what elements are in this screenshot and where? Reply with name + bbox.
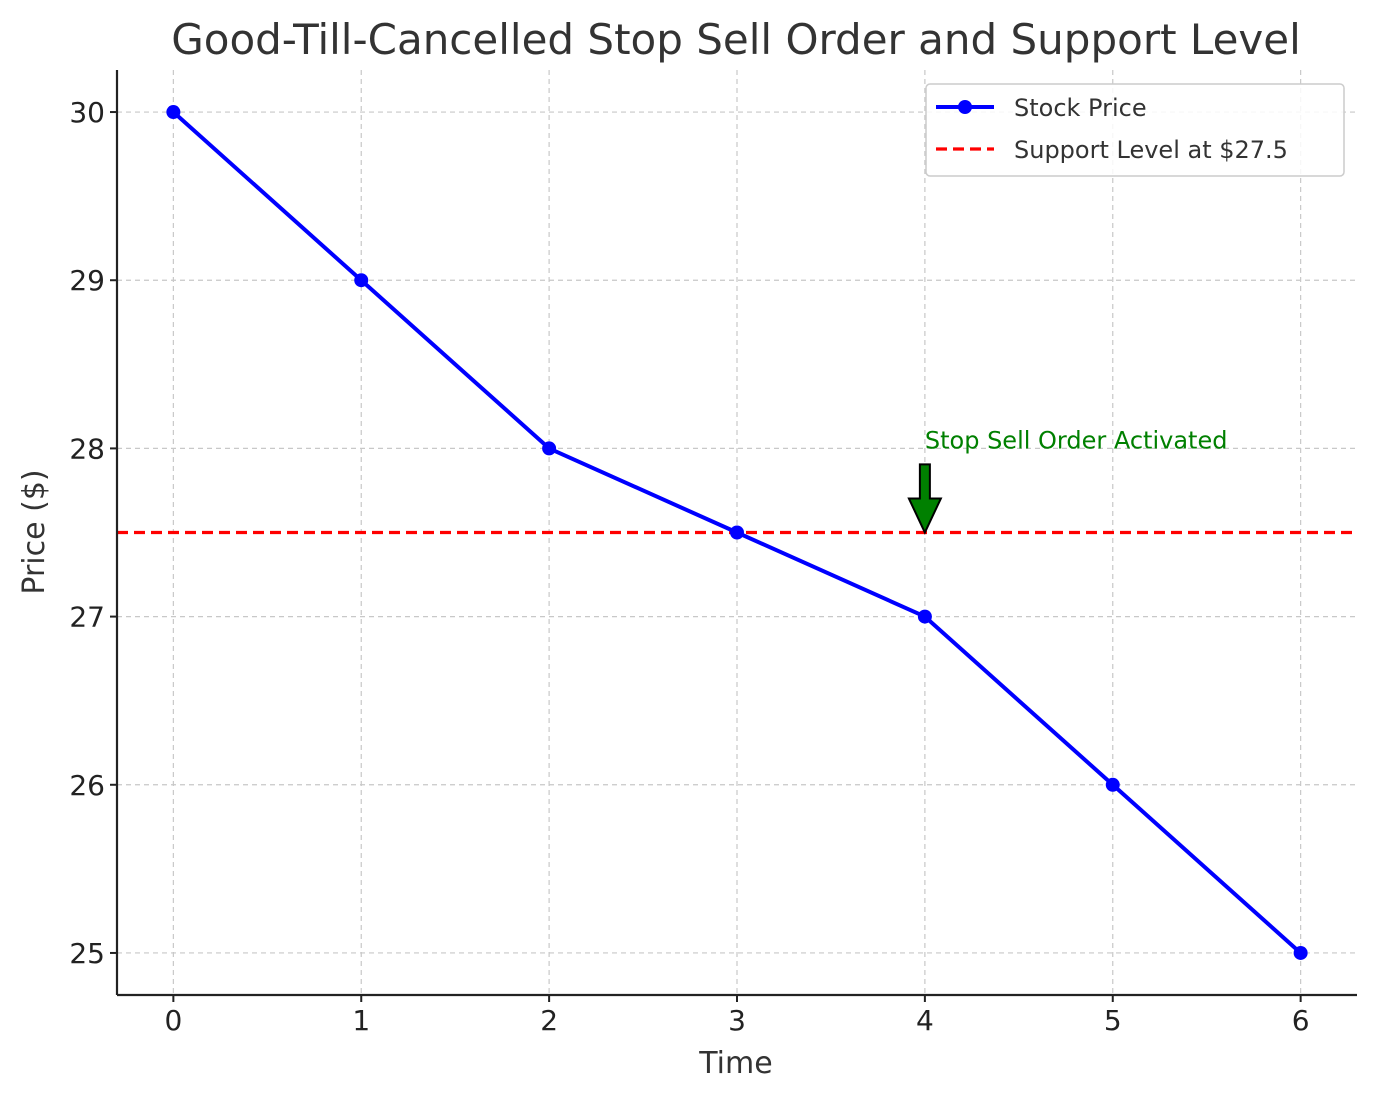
- stock-price-point: [166, 105, 181, 120]
- annotation-text: Stop Sell Order Activated: [925, 426, 1228, 454]
- x-tick-label: 4: [916, 1004, 934, 1037]
- y-tick-label: 27: [69, 601, 105, 634]
- legend-box: [925, 83, 1345, 177]
- y-axis-label: Price ($): [17, 469, 52, 594]
- stock-price-point: [730, 525, 744, 540]
- chart-title: Good-Till-Cancelled Stop Sell Order and …: [171, 15, 1301, 64]
- series-layer: [166, 105, 1308, 960]
- stock-price-point: [354, 273, 369, 288]
- y-tick-label: 28: [69, 432, 105, 465]
- legend-series-label: Stock Price: [1014, 94, 1147, 122]
- y-tick-label: 30: [69, 96, 105, 129]
- x-tick-label: 2: [540, 1004, 558, 1037]
- stock-price-point: [542, 441, 557, 456]
- annotation-layer: Stop Sell Order Activated: [907, 426, 1228, 535]
- legend: Stock Price Support Level at $27.5: [925, 83, 1345, 177]
- y-tick-label: 25: [69, 937, 105, 970]
- x-tick-label: 0: [164, 1004, 182, 1037]
- stock-price-point: [1105, 777, 1120, 792]
- annotation-arrow: [907, 463, 943, 535]
- x-tick-label: 3: [728, 1004, 746, 1037]
- x-tick-label: 1: [352, 1004, 370, 1037]
- stock-price-point: [1293, 945, 1308, 960]
- legend-series-marker: [958, 100, 972, 114]
- legend-support-label: Support Level at $27.5: [1014, 136, 1288, 164]
- x-tick-label: 5: [1104, 1004, 1122, 1037]
- y-tick-label: 26: [69, 769, 105, 802]
- x-axis-label: Time: [698, 1046, 772, 1081]
- axes-layer: 0 1 2 3 4 5 6 25 26 27 28 29 30: [69, 70, 1357, 1037]
- stock-price-point: [917, 609, 932, 624]
- x-tick-label: 6: [1292, 1004, 1310, 1037]
- y-tick-label: 29: [69, 264, 105, 297]
